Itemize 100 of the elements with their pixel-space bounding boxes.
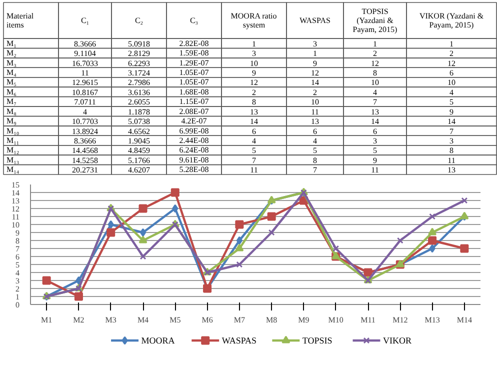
text: 13	[250, 107, 258, 116]
y-tick-label: 15	[12, 180, 20, 190]
text: 5	[373, 146, 377, 156]
y-tick-label: 6	[16, 252, 20, 262]
text: 4	[313, 136, 317, 146]
y-tick-label: 8	[16, 236, 20, 246]
text: 5.1766	[128, 156, 150, 165]
text: 2	[373, 49, 377, 58]
text: 2	[313, 88, 317, 97]
text: 9	[450, 107, 454, 116]
x-tick-label: M14	[456, 316, 472, 324]
x-tick-label: M10	[328, 316, 344, 324]
text: 11	[371, 166, 379, 175]
text: 4	[83, 107, 87, 116]
text: 2.7986	[128, 78, 150, 88]
x-tick-label: M13	[424, 316, 440, 324]
text: 8	[313, 156, 317, 165]
text: 6.99E-08	[179, 126, 209, 136]
text: 1.05E-07	[179, 68, 209, 77]
text: 1.9045	[128, 136, 150, 146]
text: 14	[448, 117, 456, 126]
text: 11	[81, 68, 89, 78]
text: 1	[252, 39, 256, 48]
text: 16.7033	[72, 58, 98, 68]
category-label: M₄	[6, 68, 16, 77]
text: 3	[313, 39, 317, 48]
x-tick-label: M7	[234, 316, 245, 324]
y-tick-label: 10	[12, 220, 20, 230]
category-label: M₃	[6, 58, 16, 68]
category-label: Material items	[6, 12, 34, 30]
category-label: WASPAS	[300, 16, 330, 25]
text: 7	[313, 166, 317, 175]
text: 3	[252, 49, 256, 58]
text: 2.82E-08	[179, 38, 209, 48]
category-label: VIKOR (Yazdani & Payam, 2015)	[419, 12, 484, 30]
text: 9	[313, 58, 317, 68]
text: 1.59E-08	[179, 48, 209, 58]
text: 9	[373, 156, 377, 165]
y-tick-label: 12	[12, 204, 20, 214]
text: 2.08E-07	[179, 106, 209, 116]
text: 13	[371, 107, 379, 116]
category-label: M₉	[6, 116, 16, 126]
text: 2.8129	[128, 49, 150, 58]
text: 10	[250, 58, 258, 68]
category-label: M₁₂	[6, 146, 20, 155]
x-tick-label: M5	[170, 316, 181, 324]
text: 10.8167	[72, 88, 98, 97]
x-tick-label: M4	[137, 316, 149, 324]
x-tick-label: M3	[105, 316, 116, 324]
y-tick-label: 0	[16, 300, 20, 310]
text: 13	[311, 117, 319, 126]
text: 1	[373, 39, 377, 48]
y-tick-label: 7	[16, 244, 20, 254]
text: 5.0918	[128, 39, 150, 48]
text: 9.61E-08	[179, 155, 209, 164]
legend-label: VIKOR	[382, 336, 412, 346]
text: 14	[311, 78, 319, 88]
category-label: M₅	[6, 78, 16, 87]
text: 1.1878	[128, 107, 150, 116]
text: 4.2E-07	[181, 116, 207, 126]
legend-label: TOPSIS	[302, 336, 332, 346]
text: 10	[448, 78, 456, 88]
text: 12	[311, 68, 319, 78]
category-label: M₁₁	[6, 136, 20, 145]
text: 12	[371, 58, 379, 68]
text: 3.1724	[128, 68, 150, 78]
text: 2	[450, 49, 454, 58]
y-tick-label: 5	[16, 260, 20, 270]
category-label: M₁₃	[6, 155, 20, 164]
x-tick-label: M6	[202, 316, 213, 324]
text: 2.44E-08	[179, 136, 209, 145]
text: 14.4568	[72, 146, 98, 156]
category-label: M₁₀	[6, 126, 20, 136]
text: 2.6055	[128, 98, 150, 107]
x-tick-label: M11	[360, 316, 376, 324]
text: 6	[373, 126, 377, 136]
text: 7	[373, 98, 377, 107]
text: 8.3666	[74, 136, 96, 146]
text: 1.15E-07	[179, 97, 209, 106]
text: 1	[450, 39, 454, 48]
text: 9.1104	[74, 49, 96, 58]
y-tick-label: 11	[12, 212, 20, 222]
y-tick-label: 3	[16, 276, 20, 286]
text: 6	[313, 126, 317, 136]
text: 6	[450, 68, 454, 78]
text: 12.9615	[72, 78, 98, 88]
category-label: M₆	[6, 87, 16, 96]
text: 5	[313, 146, 317, 156]
y-tick-label: 4	[16, 268, 20, 278]
text: 9	[252, 68, 256, 78]
text: 12	[250, 78, 258, 88]
text: 10	[371, 78, 379, 88]
text: 14	[250, 117, 258, 126]
text: 4	[252, 136, 256, 146]
category-label: M₁₄	[6, 165, 20, 174]
text: 6.2293	[128, 58, 150, 68]
category-label: C₃	[190, 16, 198, 25]
text: 4	[373, 88, 377, 97]
y-tick-label: 14	[12, 188, 20, 198]
text: 10	[311, 98, 319, 107]
